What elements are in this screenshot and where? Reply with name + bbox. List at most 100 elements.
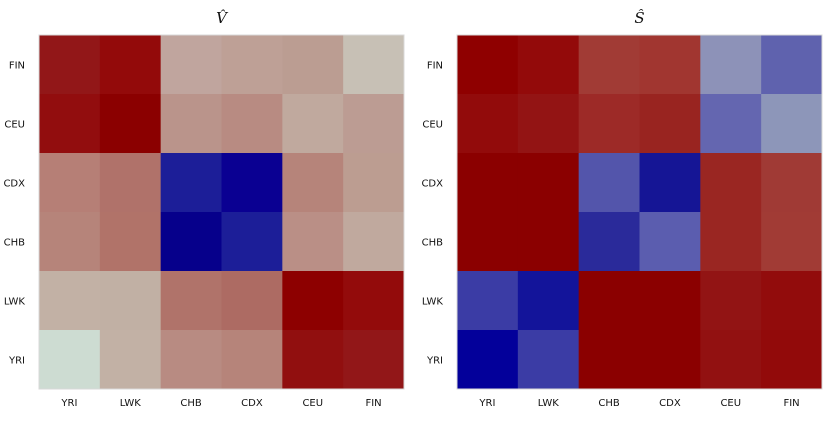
heatmap-cell-v-hat-ceu-lwk: [99, 94, 162, 154]
heatmap-cell-s-hat-fin-chb: [578, 35, 640, 95]
y-tick-label-v-hat-lwk: LWK: [4, 297, 26, 308]
heatmap-cell-s-hat-lwk-cdx: [639, 271, 701, 331]
heatmap-cell-s-hat-fin-fin: [761, 35, 823, 95]
heatmap-cell-v-hat-chb-lwk: [99, 212, 162, 272]
heatmap-cell-s-hat-chb-chb: [578, 212, 640, 272]
heatmap-border-v-hat: [38, 34, 405, 390]
heatmap-cell-s-hat-chb-cdx: [639, 212, 701, 272]
heatmap-cell-s-hat-fin-yri: [457, 35, 519, 95]
heatmap-cell-v-hat-cdx-cdx: [221, 153, 283, 213]
y-tick-label-s-hat-chb: CHB: [422, 238, 444, 249]
heatmap-cell-s-hat-ceu-cdx: [639, 94, 701, 154]
heatmap-cell-s-hat-cdx-yri: [457, 153, 519, 213]
heatmap-cell-v-hat-fin-yri: [39, 35, 101, 95]
heatmap-cell-v-hat-cdx-chb: [160, 153, 222, 213]
heatmap-cell-s-hat-ceu-yri: [457, 94, 519, 154]
heatmap-cell-v-hat-yri-ceu: [282, 330, 344, 390]
heatmap-cell-v-hat-lwk-yri: [39, 271, 101, 331]
heatmap-cell-s-hat-lwk-chb: [578, 271, 640, 331]
x-tick-label-v-hat-lwk: LWK: [120, 398, 142, 409]
x-tick-label-s-hat-fin: FIN: [783, 398, 799, 409]
heatmap-cell-v-hat-fin-lwk: [99, 35, 162, 95]
x-tick-label-v-hat-yri: YRI: [60, 398, 77, 409]
chart-title-s-hat: Ŝ: [634, 9, 644, 27]
y-tick-label-v-hat-cdx: CDX: [3, 179, 25, 190]
heatmap-cell-v-hat-ceu-ceu: [282, 94, 344, 154]
heatmap-cell-v-hat-cdx-fin: [343, 153, 405, 213]
x-tick-label-s-hat-lwk: LWK: [538, 398, 560, 409]
x-tick-label-v-hat-cdx: CDX: [241, 398, 263, 409]
x-tick-label-v-hat-fin: FIN: [365, 398, 381, 409]
heatmap-cell-v-hat-lwk-cdx: [221, 271, 283, 331]
heatmap-cell-s-hat-lwk-yri: [457, 271, 519, 331]
heatmap-cell-s-hat-yri-lwk: [517, 330, 580, 390]
heatmap-cell-v-hat-lwk-fin: [343, 271, 405, 331]
heatmap-cell-s-hat-cdx-fin: [761, 153, 823, 213]
x-tick-label-s-hat-yri: YRI: [478, 398, 495, 409]
heatmap-cell-s-hat-cdx-ceu: [700, 153, 762, 213]
x-tick-label-s-hat-cdx: CDX: [659, 398, 681, 409]
heatmap-cell-v-hat-lwk-ceu: [282, 271, 344, 331]
heatmap-cell-s-hat-cdx-chb: [578, 153, 640, 213]
heatmap-cell-s-hat-ceu-ceu: [700, 94, 762, 154]
heatmap-cell-v-hat-yri-chb: [160, 330, 222, 390]
heatmap-cell-v-hat-cdx-yri: [39, 153, 101, 213]
chart-title-v-hat: V̂: [216, 9, 229, 27]
heatmap-cell-v-hat-lwk-chb: [160, 271, 222, 331]
x-tick-label-v-hat-ceu: CEU: [302, 398, 323, 409]
heatmap-cell-s-hat-chb-lwk: [517, 212, 580, 272]
heatmap-cell-v-hat-fin-chb: [160, 35, 222, 95]
heatmap-cell-v-hat-yri-fin: [343, 330, 405, 390]
heatmap-cell-s-hat-ceu-lwk: [517, 94, 580, 154]
heatmap-cell-v-hat-fin-cdx: [221, 35, 283, 95]
heatmap-cell-v-hat-cdx-ceu: [282, 153, 344, 213]
heatmap-cell-v-hat-cdx-lwk: [99, 153, 162, 213]
heatmap-cell-v-hat-fin-fin: [343, 35, 405, 95]
y-tick-label-s-hat-fin: FIN: [427, 61, 443, 72]
y-tick-label-v-hat-yri: YRI: [8, 356, 25, 367]
heatmap-cell-s-hat-yri-ceu: [700, 330, 762, 390]
heatmap-cell-s-hat-cdx-cdx: [639, 153, 701, 213]
heatmap-cell-s-hat-lwk-fin: [761, 271, 823, 331]
heatmap-cell-v-hat-fin-ceu: [282, 35, 344, 95]
heatmap-cell-v-hat-chb-ceu: [282, 212, 344, 272]
heatmap-cell-s-hat-yri-chb: [578, 330, 640, 390]
heatmap-cell-s-hat-lwk-lwk: [517, 271, 580, 331]
heatmap-cell-v-hat-yri-yri: [39, 330, 101, 390]
heatmap-cell-s-hat-ceu-chb: [578, 94, 640, 154]
x-tick-label-v-hat-chb: CHB: [180, 398, 202, 409]
y-tick-label-s-hat-cdx: CDX: [421, 179, 443, 190]
heatmap-cell-s-hat-chb-yri: [457, 212, 519, 272]
heatmap-cell-v-hat-lwk-lwk: [99, 271, 162, 331]
x-tick-label-s-hat-ceu: CEU: [720, 398, 741, 409]
heatmap-panel-s-hat: YRI LWK CHB CDX CEU FIN FIN CEU CDX CHB LWK YRI Ŝ: [421, 9, 823, 409]
x-tick-label-s-hat-chb: CHB: [598, 398, 620, 409]
heatmap-cell-v-hat-ceu-cdx: [221, 94, 283, 154]
heatmap-cell-v-hat-chb-cdx: [221, 212, 283, 272]
heatmap-cell-s-hat-chb-fin: [761, 212, 823, 272]
heatmap-cell-s-hat-fin-lwk: [517, 35, 580, 95]
heatmap-border-s-hat: [456, 34, 823, 390]
heatmap-cell-s-hat-fin-cdx: [639, 35, 701, 95]
heatmap-cell-s-hat-lwk-ceu: [700, 271, 762, 331]
heatmap-cell-s-hat-ceu-fin: [761, 94, 823, 154]
heatmap-cell-s-hat-yri-cdx: [639, 330, 701, 390]
y-tick-label-v-hat-fin: FIN: [9, 61, 25, 72]
heatmap-cell-v-hat-yri-lwk: [99, 330, 162, 390]
heatmap-cell-v-hat-chb-fin: [343, 212, 405, 272]
heatmap-cell-s-hat-yri-fin: [761, 330, 823, 390]
heatmap-cell-v-hat-chb-chb: [160, 212, 222, 272]
heatmap-cell-s-hat-yri-yri: [457, 330, 519, 390]
heatmap-cell-s-hat-fin-ceu: [700, 35, 762, 95]
heatmap-cell-s-hat-chb-ceu: [700, 212, 762, 272]
heatmap-cell-v-hat-chb-yri: [39, 212, 101, 272]
heatmap-cell-v-hat-ceu-fin: [343, 94, 405, 154]
y-tick-label-s-hat-lwk: LWK: [422, 297, 444, 308]
heatmap-cell-s-hat-cdx-lwk: [517, 153, 580, 213]
heatmap-cell-v-hat-ceu-chb: [160, 94, 222, 154]
y-tick-label-s-hat-yri: YRI: [426, 356, 443, 367]
heatmap-panel-v-hat: YRI LWK CHB CDX CEU FIN FIN CEU CDX CHB LWK YRI V̂: [3, 9, 405, 409]
heatmap-cell-v-hat-yri-cdx: [221, 330, 283, 390]
